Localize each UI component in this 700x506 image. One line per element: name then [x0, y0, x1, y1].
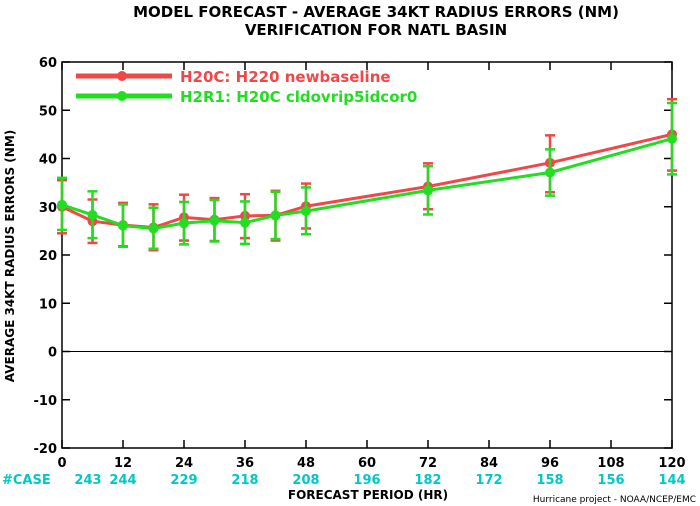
data-point	[57, 199, 67, 210]
x-tick-label: 0	[57, 456, 66, 471]
x-tick-label: 120	[658, 456, 685, 471]
data-point	[240, 217, 250, 228]
legend-marker-1	[117, 71, 127, 81]
x-tick-label: 36	[236, 456, 254, 471]
data-point	[179, 218, 189, 229]
y-tick-label: 40	[39, 153, 57, 168]
data-point	[667, 133, 677, 144]
credit-text: Hurricane project - NOAA/NCEP/EMC	[533, 495, 696, 505]
case-label: #CASE	[2, 473, 51, 488]
y-tick-label: 50	[39, 104, 57, 119]
y-tick-label: -10	[34, 394, 58, 409]
y-tick-label: 10	[39, 297, 57, 312]
data-point	[209, 215, 220, 226]
data-point	[545, 167, 555, 178]
data-point	[423, 185, 433, 196]
legend-label-2: H2R1: H20C cldovrip5idcor0	[180, 88, 417, 106]
data-point	[118, 220, 128, 231]
x-tick-label: 108	[597, 456, 624, 471]
case-count: 244	[109, 473, 136, 488]
data-point	[87, 209, 98, 220]
y-tick-label: 30	[39, 201, 57, 216]
x-tick-label: 12	[114, 456, 132, 471]
x-axis-label: FORECAST PERIOD (HR)	[288, 488, 448, 502]
plot-frame	[61, 61, 673, 449]
data-point	[301, 206, 311, 217]
case-count: 156	[597, 473, 624, 488]
y-tick-label: -20	[34, 442, 58, 457]
case-count: 158	[536, 473, 563, 488]
case-count: 172	[475, 473, 502, 488]
x-tick-label: 24	[175, 456, 193, 471]
data-point	[270, 210, 281, 221]
x-tick-label: 96	[541, 456, 559, 471]
case-count: 208	[292, 473, 319, 488]
x-tick-label: 48	[297, 456, 315, 471]
data-point	[148, 223, 159, 234]
y-tick-label: 20	[39, 249, 57, 264]
x-tick-label: 84	[480, 456, 498, 471]
case-count: 196	[353, 473, 380, 488]
y-tick-label: 60	[39, 56, 57, 71]
chart-title: MODEL FORECAST - AVERAGE 34KT RADIUS ERR…	[133, 3, 619, 21]
case-count: 144	[658, 473, 685, 488]
legend-marker-2	[117, 91, 127, 101]
case-count: 218	[231, 473, 258, 488]
chart-subtitle: VERIFICATION FOR NATL BASIN	[245, 21, 507, 39]
x-tick-label: 72	[419, 456, 437, 471]
y-tick-label: 0	[48, 346, 57, 361]
y-axis-label: AVERAGE 34KT RADIUS ERRORS (NM)	[3, 130, 17, 382]
case-count: 229	[170, 473, 197, 488]
series-line-2	[61, 137, 673, 230]
x-tick-label: 60	[358, 456, 376, 471]
case-count: 182	[414, 473, 441, 488]
legend-label-1: H20C: H220 newbaseline	[180, 68, 391, 86]
case-count: 243	[74, 473, 101, 488]
